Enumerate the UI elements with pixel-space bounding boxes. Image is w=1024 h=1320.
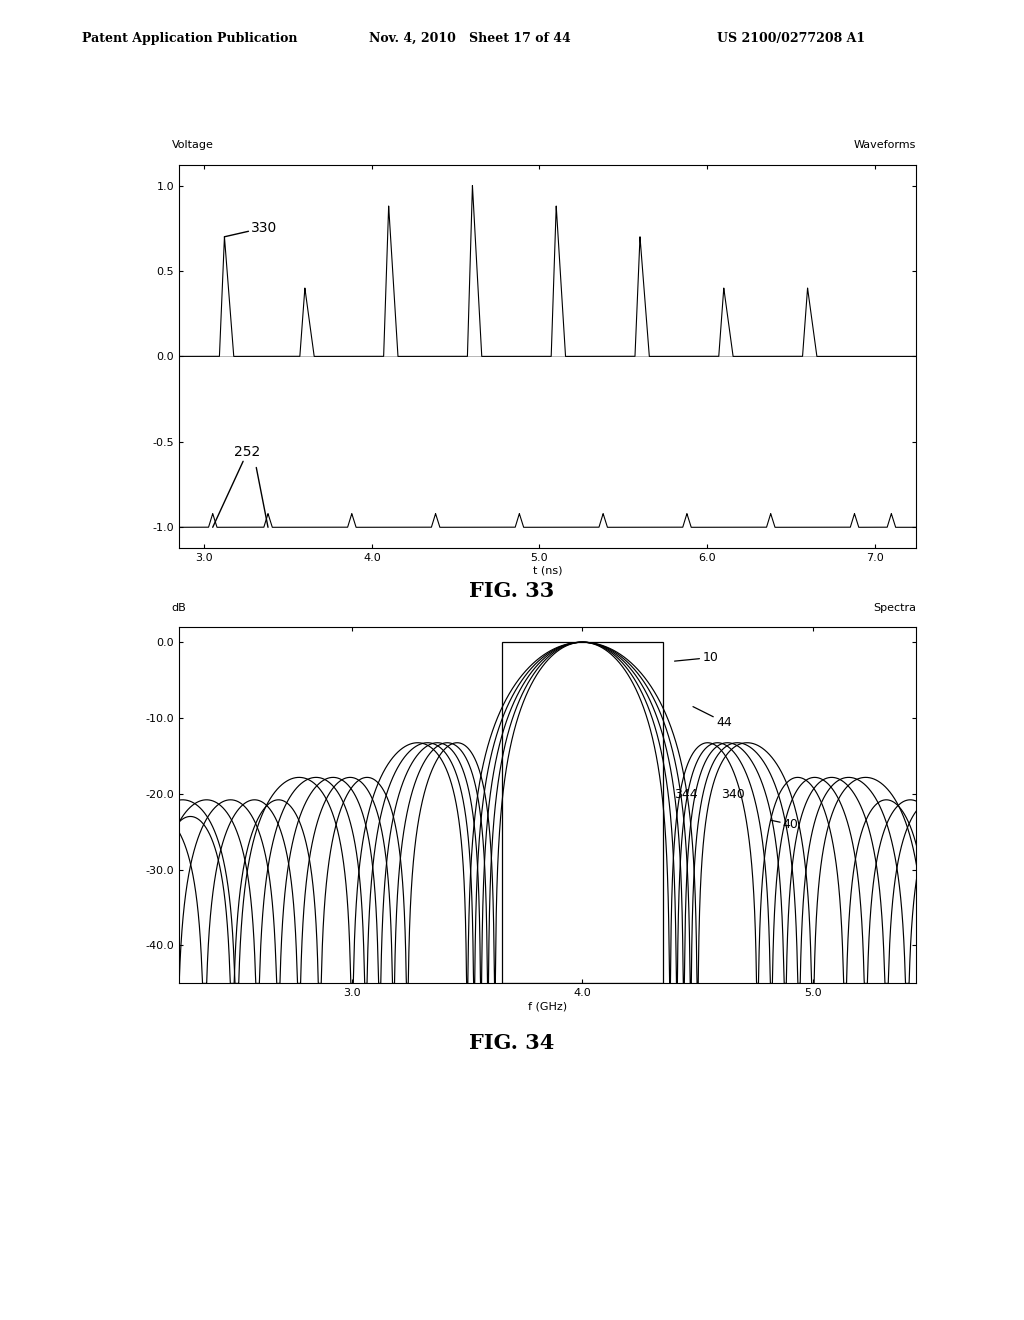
- Text: 252: 252: [213, 445, 261, 527]
- Text: FIG. 34: FIG. 34: [469, 1034, 555, 1053]
- Text: Nov. 4, 2010   Sheet 17 of 44: Nov. 4, 2010 Sheet 17 of 44: [369, 32, 570, 45]
- Text: Patent Application Publication: Patent Application Publication: [82, 32, 297, 45]
- Text: US 2100/0277208 A1: US 2100/0277208 A1: [717, 32, 865, 45]
- Text: Waveforms: Waveforms: [854, 140, 916, 149]
- Text: 44: 44: [693, 706, 732, 729]
- Text: 344: 344: [675, 788, 698, 801]
- Bar: [502, 642, 663, 983]
- Text: FIG. 33: FIG. 33: [469, 581, 555, 601]
- Text: Voltage: Voltage: [172, 140, 214, 149]
- Text: 340: 340: [721, 788, 744, 801]
- Text: Spectra: Spectra: [873, 603, 916, 612]
- X-axis label: t (ns): t (ns): [534, 565, 562, 576]
- X-axis label: f (GHz): f (GHz): [528, 1001, 567, 1011]
- Text: dB: dB: [172, 603, 186, 612]
- Text: 10: 10: [675, 651, 718, 664]
- Text: 330: 330: [224, 220, 278, 236]
- Text: 40: 40: [771, 818, 799, 832]
